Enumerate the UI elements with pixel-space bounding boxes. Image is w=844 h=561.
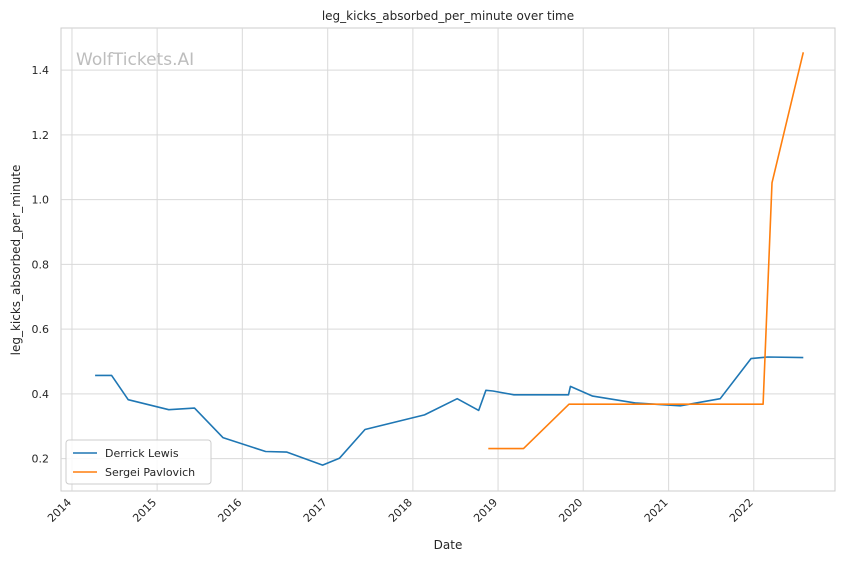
grid [61, 28, 835, 491]
y-tick-label: 0.2 [32, 453, 50, 466]
y-tick-label: 0.4 [32, 388, 50, 401]
y-axis-label: leg_kicks_absorbed_per_minute [9, 165, 23, 356]
legend: Derrick Lewis Sergei Pavlovich [65, 439, 212, 485]
series-line-derrick-lewis [95, 356, 804, 466]
legend-box [65, 439, 212, 485]
y-axis-ticks: 0.2 0.4 0.6 0.8 1.0 1.2 1.4 [32, 64, 50, 466]
legend-label-sergei-pavlovich: Sergei Pavlovich [105, 466, 195, 479]
y-tick-label: 0.8 [32, 258, 50, 271]
watermark: WolfTickets.AI [76, 50, 194, 70]
chart-title: leg_kicks_absorbed_per_minute over time [322, 9, 574, 23]
y-tick-label: 1.0 [32, 194, 50, 207]
y-tick-label: 0.6 [32, 323, 50, 336]
series-line-sergei-pavlovich [488, 52, 805, 450]
series-layer [95, 52, 805, 466]
plot-area [60, 27, 836, 492]
y-tick-label: 1.4 [32, 64, 50, 77]
x-axis-label: Date [434, 538, 463, 552]
legend-label-derrick-lewis: Derrick Lewis [105, 447, 179, 460]
y-tick-label: 1.2 [32, 129, 50, 142]
